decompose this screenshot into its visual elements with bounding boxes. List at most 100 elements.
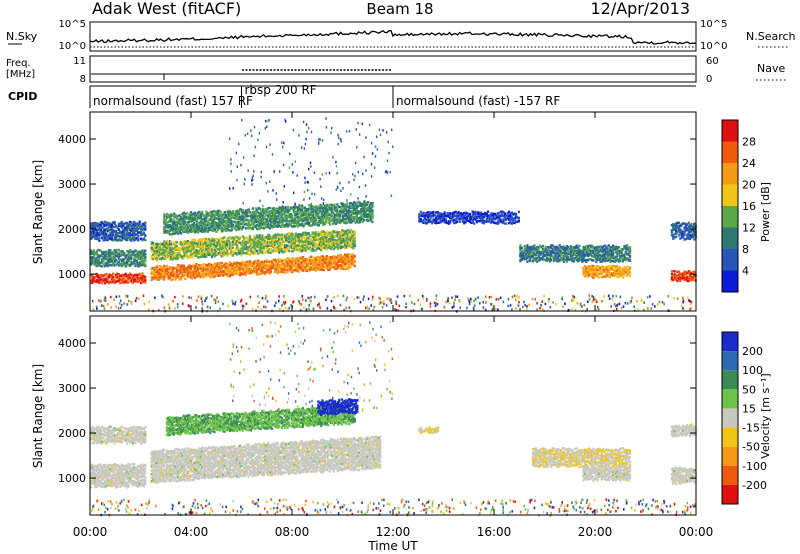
heatmap-cell <box>195 272 198 276</box>
heatmap-cell <box>296 233 299 236</box>
heatmap-cell <box>199 245 202 249</box>
heatmap-cell <box>185 215 188 219</box>
heatmap-cell <box>312 220 315 223</box>
heatmap-cell <box>546 246 549 249</box>
heatmap-cell <box>223 244 226 247</box>
heatmap-cell <box>480 213 483 216</box>
heatmap-cell <box>153 246 156 250</box>
heatmap-cell <box>141 238 144 242</box>
heatmap-cell <box>345 234 348 237</box>
heatmap-cell <box>496 216 499 219</box>
heatmap-cell <box>223 211 226 214</box>
heatmap-cell <box>231 254 234 257</box>
heatmap-cell <box>264 240 267 243</box>
heatmap-cell <box>283 262 286 265</box>
heatmap-cell <box>320 246 323 250</box>
heatmap-cell <box>203 239 206 242</box>
heatmap-cell <box>350 255 354 258</box>
heatmap-cell <box>309 213 312 216</box>
heatmap-cell <box>303 258 306 262</box>
heatmap-cell <box>346 255 349 259</box>
heatmap-cell <box>243 245 246 249</box>
heatmap-cell <box>205 267 208 270</box>
heatmap-cell <box>242 220 245 223</box>
heatmap-cell <box>298 215 301 218</box>
heatmap-cell <box>310 207 314 211</box>
heatmap-cell <box>109 228 112 232</box>
heatmap-cell <box>342 264 345 267</box>
heatmap-cell <box>204 215 207 218</box>
heatmap-cell <box>259 243 263 247</box>
heatmap-cell <box>364 207 367 210</box>
heatmap-cell <box>245 263 249 267</box>
heatmap-cell <box>156 249 159 253</box>
heatmap-cell <box>273 233 277 236</box>
heatmap-cell <box>238 266 242 269</box>
heatmap-cell <box>280 207 283 210</box>
heatmap-cell <box>530 255 533 258</box>
heatmap-cell <box>300 261 303 265</box>
heatmap-cell <box>520 257 523 261</box>
heatmap-cell <box>310 247 313 251</box>
heatmap-cell <box>126 221 129 225</box>
heatmap-cell <box>295 213 298 217</box>
heatmap-cell <box>209 241 212 245</box>
heatmap-cell <box>280 267 284 271</box>
heatmap-cell <box>250 217 253 221</box>
heatmap-cell <box>226 274 229 278</box>
heatmap-cell <box>198 245 201 248</box>
heatmap-cell <box>142 253 145 256</box>
heatmap-cell <box>137 222 140 225</box>
heatmap-cell <box>219 253 222 256</box>
heatmap-cell <box>321 235 324 239</box>
heatmap-cell <box>192 263 195 266</box>
heatmap-cell <box>254 220 257 223</box>
heatmap-cell <box>318 258 321 262</box>
heatmap-cell <box>197 211 200 214</box>
heatmap-cell <box>243 219 246 222</box>
heatmap-cell <box>429 211 432 214</box>
heatmap-cell <box>266 265 270 269</box>
heatmap-cell <box>313 216 316 220</box>
heatmap-cell <box>205 237 208 241</box>
heatmap-cell <box>108 235 111 238</box>
heatmap-cell <box>290 243 293 246</box>
heatmap-cell <box>294 216 297 220</box>
heatmap-cell <box>177 226 180 229</box>
heatmap-cell <box>274 212 277 215</box>
heatmap-cell <box>184 239 187 243</box>
heatmap-cell <box>336 259 340 262</box>
heatmap-cell <box>296 263 299 266</box>
heatmap-cell <box>173 247 176 250</box>
heatmap-cell <box>163 213 166 216</box>
heatmap-cell <box>233 266 236 269</box>
heatmap-cell <box>185 242 188 246</box>
heatmap-cell <box>245 270 249 273</box>
heatmap-cell <box>322 223 325 227</box>
heatmap-cell <box>317 268 320 271</box>
heatmap-cell <box>287 237 291 240</box>
heatmap-cell <box>578 259 581 262</box>
heatmap-cell <box>245 240 249 244</box>
heatmap-cell <box>226 222 229 225</box>
heatmap-cell <box>203 241 206 244</box>
heatmap-cell <box>538 256 542 260</box>
heatmap-cell <box>320 234 323 237</box>
heatmap-cell <box>96 222 100 226</box>
heatmap-cell <box>164 214 167 217</box>
heatmap-cell <box>353 208 356 211</box>
heatmap-cell <box>332 255 335 258</box>
heatmap-cell <box>303 244 306 247</box>
heatmap-cell <box>213 251 216 254</box>
heatmap-cell <box>177 276 180 279</box>
heatmap-cell <box>252 241 256 244</box>
heatmap-cell <box>280 242 284 245</box>
heatmap-cell <box>281 224 284 227</box>
heatmap-cell <box>102 239 105 242</box>
heatmap-cell <box>142 279 145 283</box>
heatmap-cell <box>301 264 305 267</box>
heatmap-cell <box>339 218 342 221</box>
heatmap-cell <box>251 214 254 218</box>
heatmap-cell <box>258 267 261 270</box>
heatmap-cell <box>282 209 285 212</box>
